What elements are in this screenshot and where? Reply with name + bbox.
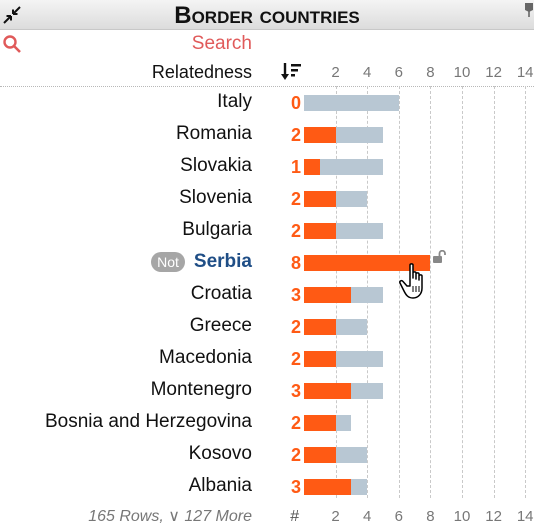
relatedness-count: 2 — [291, 220, 301, 242]
total-bar — [304, 95, 399, 111]
country-name[interactable]: Bulgaria — [0, 218, 252, 242]
title-bar: Border countries — [0, 0, 534, 30]
axis-tick-label: 10 — [447, 64, 477, 82]
search-input[interactable] — [30, 32, 252, 56]
unlock-icon[interactable] — [432, 250, 446, 264]
relatedness-bar[interactable] — [304, 287, 351, 303]
relatedness-bar[interactable] — [304, 319, 336, 335]
relatedness-count: 2 — [291, 412, 301, 434]
axis-tick-label: 2 — [321, 508, 351, 526]
axis-tick-label: 4 — [352, 64, 382, 82]
country-name[interactable]: Serbia — [0, 250, 252, 274]
country-name[interactable]: Bosnia and Herzegovina — [0, 410, 252, 434]
axis-tick-label: 10 — [447, 508, 477, 526]
axis-tick-label: 8 — [415, 508, 445, 526]
axis-tick-label: 4 — [352, 508, 382, 526]
relatedness-bar[interactable] — [304, 159, 320, 175]
table-row[interactable]: Croatia 3 — [0, 279, 534, 311]
country-name[interactable]: Greece — [0, 314, 252, 338]
column-header-relatedness[interactable]: Relatedness — [0, 61, 252, 83]
country-name[interactable]: Macedonia — [0, 346, 252, 370]
relatedness-count: 1 — [291, 156, 301, 178]
country-name[interactable]: Slovenia — [0, 186, 252, 210]
axis-tick-label: 6 — [384, 64, 414, 82]
country-name[interactable]: Italy — [0, 90, 252, 114]
axis-tick-label: 12 — [479, 64, 509, 82]
table-row[interactable]: Greece 2 — [0, 311, 534, 343]
relatedness-count: 3 — [291, 476, 301, 498]
relatedness-bar[interactable] — [304, 383, 351, 399]
country-name[interactable]: Kosovo — [0, 442, 252, 466]
axis-tick-label: 14 — [510, 508, 534, 526]
table-row[interactable]: Not Serbia 8 — [0, 247, 534, 279]
relatedness-count: 2 — [291, 444, 301, 466]
axis-tick-label: 6 — [384, 508, 414, 526]
table-row[interactable]: Albania 3 — [0, 471, 534, 503]
table-row[interactable]: Romania 2 — [0, 119, 534, 151]
relatedness-count: 2 — [291, 124, 301, 146]
table-row[interactable]: Macedonia 2 — [0, 343, 534, 375]
relatedness-bar[interactable] — [304, 127, 336, 143]
axis-tick-label: 12 — [479, 508, 509, 526]
relatedness-count: 3 — [291, 380, 301, 402]
relatedness-count: 2 — [291, 188, 301, 210]
table-row[interactable]: Italy 0 — [0, 87, 534, 119]
relatedness-bar[interactable] — [304, 415, 336, 431]
relatedness-count: 8 — [291, 252, 301, 274]
relatedness-bar[interactable] — [304, 351, 336, 367]
country-name[interactable]: Albania — [0, 474, 252, 498]
relatedness-count: 0 — [291, 92, 301, 114]
footer-hash: # — [290, 508, 299, 526]
pin-icon[interactable] — [524, 3, 534, 17]
axis-tick-label: 2 — [321, 64, 351, 82]
row-count-footer[interactable]: 165 Rows, ∨ 127 More — [0, 508, 252, 526]
table-row[interactable]: Bulgaria 2 — [0, 215, 534, 247]
relatedness-bar[interactable] — [304, 223, 336, 239]
window-title: Border countries — [0, 3, 534, 29]
axis-tick-label: 8 — [415, 64, 445, 82]
relatedness-count: 2 — [291, 316, 301, 338]
relatedness-count: 3 — [291, 284, 301, 306]
relatedness-count: 2 — [291, 348, 301, 370]
relatedness-bar[interactable] — [304, 479, 351, 495]
country-name[interactable]: Montenegro — [0, 378, 252, 402]
table-row[interactable]: Bosnia and Herzegovina 2 — [0, 407, 534, 439]
axis-tick-label: 14 — [510, 64, 534, 82]
hand-pointer-icon — [398, 262, 432, 300]
search-icon[interactable] — [2, 34, 22, 54]
country-name[interactable]: Slovakia — [0, 154, 252, 178]
table-row[interactable]: Slovenia 2 — [0, 183, 534, 215]
country-name[interactable]: Romania — [0, 122, 252, 146]
table-row[interactable]: Kosovo 2 — [0, 439, 534, 471]
country-name[interactable]: Croatia — [0, 282, 252, 306]
table-row[interactable]: Montenegro 3 — [0, 375, 534, 407]
relatedness-bar[interactable] — [304, 447, 336, 463]
table-row[interactable]: Slovakia 1 — [0, 151, 534, 183]
sort-descending-icon[interactable] — [280, 61, 302, 83]
relatedness-bar[interactable] — [304, 191, 336, 207]
